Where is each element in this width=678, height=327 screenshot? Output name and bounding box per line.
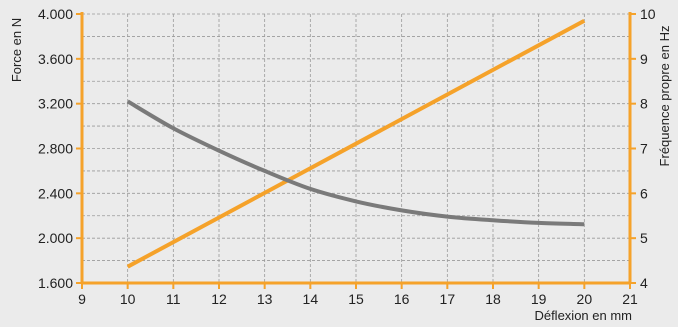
y-right-tick-label: 6 <box>640 185 648 201</box>
axes <box>76 12 636 289</box>
y-left-tick-label: 2.000 <box>38 230 73 246</box>
y-right-tick-label: 10 <box>640 6 656 22</box>
series-line-1 <box>126 99 585 227</box>
x-tick-label: 17 <box>440 291 456 307</box>
y-left-tick-label: 3.200 <box>38 96 73 112</box>
y-left-tick-label: 1.600 <box>38 275 73 291</box>
x-tick-label: 16 <box>394 291 410 307</box>
x-tick-label: 14 <box>303 291 319 307</box>
series-lines <box>126 18 586 269</box>
x-tick-label: 15 <box>348 291 364 307</box>
series-line-0 <box>126 18 586 269</box>
y-right-tick-label: 8 <box>640 96 648 112</box>
x-tick-label: 21 <box>622 291 638 307</box>
y-left-tick-label: 3.600 <box>38 51 73 67</box>
x-tick-label: 19 <box>531 291 547 307</box>
x-tick-label: 11 <box>166 291 181 307</box>
y-axis-right-title: Fréquence propre en Hz <box>657 26 672 167</box>
y-left-tick-label: 2.800 <box>38 141 73 157</box>
x-tick-label: 13 <box>257 291 273 307</box>
x-tick-label: 18 <box>485 291 501 307</box>
tick-labels: 9 10 11 12 13 14 15 16 17 18 19 20 21 1.600 2.000 2.400… <box>38 6 656 307</box>
y-right-tick-label: 9 <box>640 51 648 67</box>
x-tick-label: 20 <box>577 291 593 307</box>
x-axis-title: Déflexion en mm <box>534 308 632 323</box>
grid-lines <box>82 13 630 283</box>
y-right-tick-label: 5 <box>640 230 648 246</box>
x-tick-label: 12 <box>211 291 227 307</box>
y-left-tick-label: 2.400 <box>38 185 73 201</box>
y-right-tick-label: 7 <box>640 141 648 157</box>
y-left-tick-label: 4.000 <box>38 6 73 22</box>
x-tick-label: 9 <box>78 291 86 307</box>
y-right-tick-label: 4 <box>640 275 648 291</box>
x-tick-label: 10 <box>120 291 136 307</box>
y-axis-left-title: Force en N <box>9 18 24 82</box>
